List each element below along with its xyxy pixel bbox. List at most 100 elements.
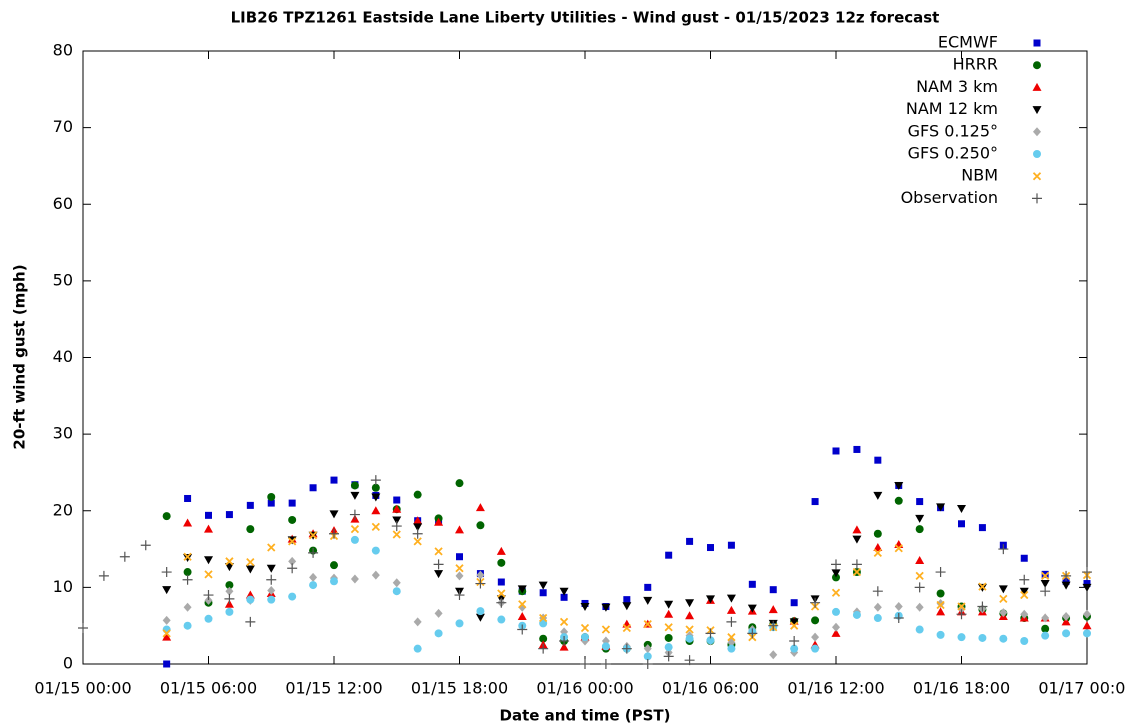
marker: [726, 594, 736, 603]
marker: [413, 490, 422, 499]
marker: [936, 600, 945, 610]
marker: [623, 596, 631, 604]
marker: [225, 581, 234, 590]
marker: [309, 572, 318, 582]
marker: [999, 634, 1008, 643]
marker: [455, 525, 464, 534]
y-tick-label: 30: [53, 424, 73, 443]
marker: [224, 593, 235, 604]
marker: [266, 564, 276, 573]
marker: [580, 659, 590, 669]
marker: [162, 629, 171, 638]
marker: [1061, 570, 1072, 581]
marker: [811, 616, 820, 625]
marker: [790, 644, 799, 653]
marker: [455, 571, 464, 581]
legend-label: GFS 0.125°: [908, 121, 998, 140]
marker: [935, 567, 946, 578]
x-tick-label: 01/15 18:00: [411, 679, 508, 698]
marker: [873, 602, 882, 612]
marker: [496, 597, 507, 608]
x-tick-label: 01/15 06:00: [160, 679, 257, 698]
marker: [581, 633, 589, 642]
marker: [643, 620, 652, 629]
marker: [726, 616, 737, 627]
marker: [852, 525, 862, 534]
marker: [288, 537, 297, 546]
marker: [267, 543, 276, 552]
marker: [329, 510, 339, 519]
marker: [684, 655, 695, 666]
marker: [789, 636, 800, 647]
marker: [330, 476, 338, 484]
marker: [1082, 567, 1092, 578]
marker: [852, 567, 862, 577]
marker: [413, 537, 422, 546]
marker: [517, 585, 527, 594]
marker: [852, 610, 861, 619]
marker: [539, 619, 548, 628]
marker: [601, 625, 611, 634]
marker: [600, 659, 611, 669]
marker: [936, 589, 945, 598]
marker: [413, 644, 422, 653]
marker: [559, 642, 569, 651]
x-tick-label: 01/16 18:00: [913, 679, 1010, 698]
marker: [350, 535, 359, 544]
marker: [1083, 580, 1091, 588]
marker: [852, 535, 862, 544]
marker: [790, 621, 799, 630]
marker: [393, 496, 401, 504]
marker: [936, 607, 946, 616]
marker: [707, 544, 714, 552]
marker: [601, 603, 611, 612]
marker: [433, 559, 444, 570]
marker: [705, 628, 716, 639]
marker: [957, 633, 966, 642]
marker: [643, 652, 652, 661]
marker: [539, 589, 547, 597]
marker: [1019, 574, 1030, 585]
marker: [1040, 580, 1050, 589]
marker: [831, 559, 841, 570]
legend-marker: [1032, 106, 1042, 115]
marker: [748, 580, 756, 588]
marker: [559, 587, 569, 596]
marker: [392, 504, 402, 513]
marker: [747, 604, 757, 613]
marker: [434, 517, 444, 526]
marker: [497, 589, 506, 598]
marker: [204, 556, 213, 565]
marker: [497, 578, 505, 586]
marker: [370, 475, 381, 486]
marker: [455, 619, 464, 628]
marker: [539, 613, 548, 623]
marker: [644, 583, 652, 591]
marker: [517, 624, 528, 635]
marker: [1040, 586, 1051, 597]
marker: [539, 634, 548, 643]
marker: [621, 643, 632, 654]
marker: [413, 516, 423, 525]
marker: [1020, 554, 1028, 562]
marker: [1020, 609, 1029, 619]
legend-label: NBM: [961, 166, 998, 185]
marker: [538, 643, 549, 654]
marker: [664, 600, 674, 609]
marker: [686, 537, 694, 545]
marker: [1041, 570, 1049, 578]
marker: [476, 570, 485, 580]
marker: [308, 547, 319, 558]
legend-label: GFS 0.250°: [908, 144, 998, 163]
marker: [163, 660, 171, 668]
marker: [204, 595, 213, 605]
marker: [434, 570, 444, 579]
marker: [225, 586, 234, 596]
marker: [1083, 629, 1091, 638]
marker: [225, 607, 234, 616]
marker: [246, 525, 255, 534]
marker: [622, 619, 632, 628]
y-tick-label: 60: [53, 194, 73, 213]
marker: [769, 586, 777, 594]
x-axis-label: Date and time (PST): [500, 707, 671, 725]
